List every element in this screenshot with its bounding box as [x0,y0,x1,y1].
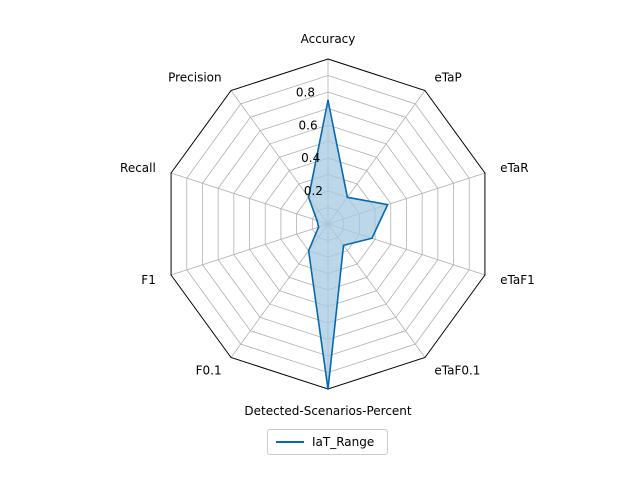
radial-tick-label: 0.4 [301,151,320,165]
data-point [342,244,345,247]
radial-tick-label: 0.6 [299,118,318,132]
data-point [371,237,373,240]
data-point [317,226,320,228]
radar-series [307,99,389,390]
category-label: F1 [141,273,156,287]
data-point [327,388,329,390]
data-point [307,249,310,252]
legend-label: IaT_Range [312,435,375,449]
category-label: eTaP [434,71,461,85]
legend-line-swatch [276,441,304,443]
category-label: F0.1 [196,363,222,377]
category-label: Detected-Scenarios-Percent [244,404,412,418]
category-label: Precision [168,71,222,85]
grid-spoke [170,223,329,276]
category-label: Accuracy [301,32,356,46]
legend: IaT_Range [267,429,388,455]
category-label: eTaF1 [500,273,535,287]
radial-tick-label: 0.8 [296,85,315,99]
data-point [346,196,349,199]
data-point [386,203,389,206]
category-label: eTaF0.1 [434,363,480,377]
category-label: Recall [120,161,156,175]
grid-spoke [170,172,329,225]
series-area [308,100,388,389]
data-point [307,196,310,199]
radar-labels: 0.2 0.4 0.6 0.8 Accuracy eTaP eTaR eTaF1 eTaF0.1… [120,32,535,418]
data-point [327,99,329,102]
category-label: eTaR [500,161,528,175]
radial-tick-label: 0.2 [304,184,323,198]
data-point [316,219,318,222]
